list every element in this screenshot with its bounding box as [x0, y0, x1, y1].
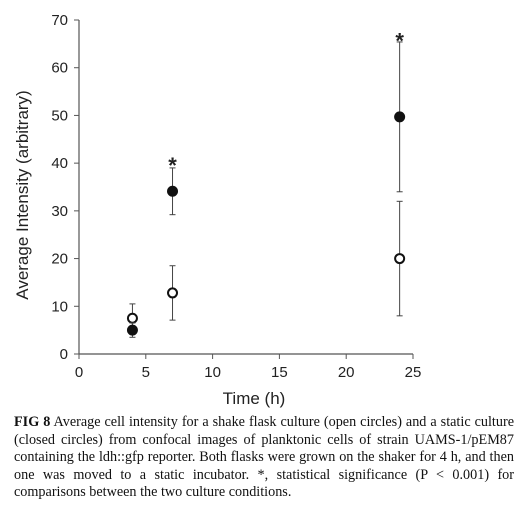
significance-star: * — [395, 29, 404, 54]
open-circle-point — [394, 253, 406, 265]
x-tick-label: 5 — [142, 364, 150, 381]
y-tick-label: 30 — [51, 203, 68, 220]
open-circle-point — [126, 312, 138, 324]
y-tick-label: 0 — [60, 346, 68, 363]
chart: 0 5 10 15 20 25 0 10 20 30 40 50 60 70 Time (h) Average… — [13, 12, 422, 408]
y-axis-title: Average Intensity (arbitrary) — [13, 90, 32, 299]
x-tick-label: 15 — [271, 364, 288, 381]
closed-circle-point — [394, 111, 406, 123]
closed-circle-point — [167, 185, 179, 197]
x-axis-title: Time (h) — [223, 389, 286, 408]
significance-star: * — [168, 153, 177, 178]
x-tick-label: 25 — [405, 364, 422, 381]
caption-label: FIG 8 — [14, 414, 51, 430]
caption-text: Average cell intensity for a shake flask… — [14, 414, 514, 500]
y-tick-label: 60 — [51, 60, 68, 77]
y-tick-label: 50 — [51, 107, 68, 124]
y-tick-label: 20 — [51, 251, 68, 268]
y-tick-label: 40 — [51, 155, 68, 172]
open-circle-point — [167, 287, 179, 299]
y-tick-label: 10 — [51, 298, 68, 315]
figure-caption: FIG 8 Average cell intensity for a shake… — [14, 414, 514, 502]
x-tick-label: 20 — [338, 364, 355, 381]
x-tick-label: 0 — [75, 364, 83, 381]
x-tick-label: 10 — [204, 364, 221, 381]
y-tick-label: 70 — [51, 12, 68, 29]
closed-circle-point — [126, 324, 138, 336]
